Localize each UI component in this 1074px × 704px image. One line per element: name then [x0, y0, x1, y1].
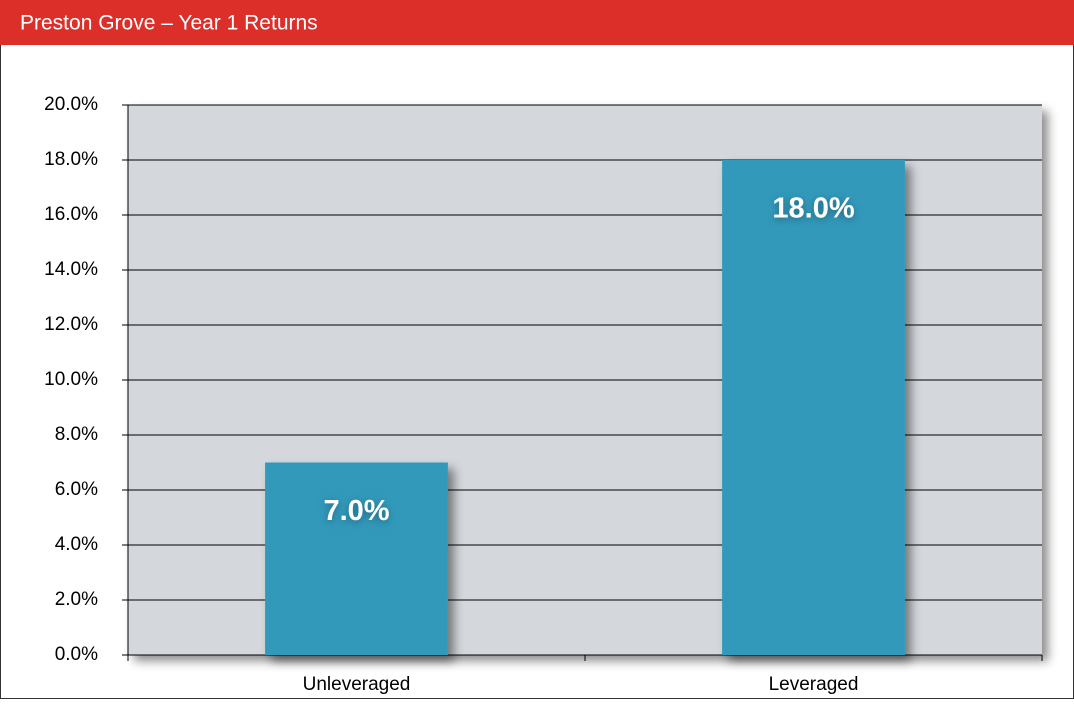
y-tick-label: 0.0%	[55, 644, 98, 665]
y-tick-label: 2.0%	[55, 589, 98, 610]
y-tick-label: 18.0%	[44, 149, 98, 170]
bar	[265, 462, 448, 655]
y-tick-label: 20.0%	[44, 94, 98, 115]
value-label: 7.0%	[323, 495, 389, 527]
x-tick-label: Leveraged	[769, 674, 859, 695]
y-tick-label: 10.0%	[44, 369, 98, 390]
y-tick-label: 6.0%	[55, 479, 98, 500]
y-tick-label: 8.0%	[55, 424, 98, 445]
value-label: 18.0%	[772, 193, 854, 225]
y-tick-label: 4.0%	[55, 534, 98, 555]
y-tick-label: 16.0%	[44, 204, 98, 225]
y-tick-label: 12.0%	[44, 314, 98, 335]
bar	[722, 160, 905, 655]
chart-title: Preston Grove – Year 1 Returns	[20, 12, 318, 35]
x-tick-label: Unleveraged	[303, 674, 411, 695]
header-bar	[0, 0, 1074, 45]
y-tick-label: 14.0%	[44, 259, 98, 280]
